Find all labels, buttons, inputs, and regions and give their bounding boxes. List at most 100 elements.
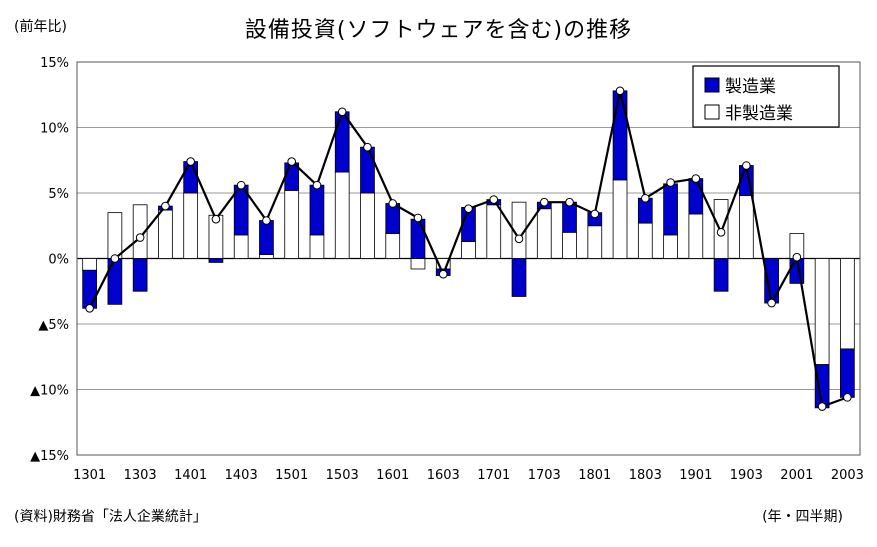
bar-manufacturing xyxy=(385,203,401,235)
legend-swatch xyxy=(704,77,720,93)
bar-manufacturing xyxy=(663,183,678,236)
total-point xyxy=(489,195,499,204)
bar-non-manufacturing xyxy=(536,208,552,259)
total-point xyxy=(742,161,751,170)
total-point xyxy=(413,213,423,223)
bar-manufacturing xyxy=(410,218,426,259)
total-point xyxy=(85,303,94,313)
bar-manufacturing xyxy=(309,184,325,236)
bar-non-manufacturing xyxy=(82,258,97,271)
y-tick-label: ▲10% xyxy=(30,384,69,399)
total-point xyxy=(666,178,675,187)
bar-non-manufacturing xyxy=(688,213,704,259)
legend-label: 非製造業 xyxy=(725,104,793,124)
bar-manufacturing xyxy=(612,90,628,181)
bar-non-manufacturing xyxy=(284,189,300,259)
x-tick-label: 1703 xyxy=(528,468,561,483)
y-tick-label: 5% xyxy=(48,187,69,202)
total-point xyxy=(287,157,296,166)
x-tick-label: 1801 xyxy=(578,468,611,483)
bar-non-manufacturing xyxy=(637,222,653,259)
bar-non-manufacturing xyxy=(840,258,855,350)
period-label: (年・四半期) xyxy=(762,509,843,525)
bar-manufacturing xyxy=(562,201,577,233)
total-point xyxy=(843,393,852,402)
bar-manufacturing xyxy=(713,258,729,292)
x-tick-label: 1303 xyxy=(124,468,157,483)
bar-non-manufacturing xyxy=(814,258,830,366)
total-point xyxy=(236,180,246,190)
total-point xyxy=(691,174,701,183)
bar-manufacturing xyxy=(334,111,350,173)
bar-non-manufacturing xyxy=(233,234,249,259)
bar-manufacturing xyxy=(82,269,97,309)
bar-manufacturing xyxy=(208,258,224,263)
legend-swatch xyxy=(704,104,720,120)
bar-manufacturing xyxy=(132,258,148,292)
x-tick-label: 2001 xyxy=(780,468,813,483)
total-point xyxy=(590,209,600,219)
total-point xyxy=(110,254,120,263)
bar-non-manufacturing xyxy=(410,258,426,270)
plot-frame xyxy=(76,61,861,456)
total-point xyxy=(312,180,322,190)
total-point xyxy=(641,193,650,203)
x-tick-label: 1803 xyxy=(629,468,662,483)
bar-non-manufacturing xyxy=(158,209,173,259)
x-tick-label: 1701 xyxy=(477,468,510,483)
bar-non-manufacturing xyxy=(587,225,603,259)
total-point xyxy=(565,197,574,207)
total-point xyxy=(615,86,625,96)
total-point xyxy=(817,402,827,411)
total-point xyxy=(161,201,170,211)
total-point xyxy=(767,298,776,308)
bar-non-manufacturing xyxy=(486,204,502,259)
total-point xyxy=(135,233,145,242)
axes: 15% 10% 5% 0% ▲5% ▲10% ▲15% 1301 1303 1401 1403 150… xyxy=(30,56,864,483)
x-tick-label: 2003 xyxy=(831,468,864,483)
x-tick-label: 1401 xyxy=(174,468,207,483)
y-tick-label: ▲15% xyxy=(30,449,69,464)
legend-label: 製造業 xyxy=(725,77,776,97)
x-tick-label: 1603 xyxy=(427,468,460,483)
total-point xyxy=(186,157,195,166)
total-point xyxy=(438,269,448,279)
bar-non-manufacturing xyxy=(107,212,123,259)
total-point xyxy=(262,216,271,225)
total-point xyxy=(211,214,221,224)
bar-manufacturing xyxy=(183,161,199,194)
source-note: (資料)財務省「法人企業統計」 xyxy=(14,509,207,525)
bar-non-manufacturing xyxy=(738,195,754,259)
y-tick-label: 15% xyxy=(40,56,69,71)
bar-non-manufacturing xyxy=(259,254,274,259)
x-tick-label: 1601 xyxy=(376,468,409,483)
bar-non-manufacturing xyxy=(461,241,476,259)
bar-non-manufacturing xyxy=(385,233,401,259)
bar-manufacturing xyxy=(360,146,375,194)
bar-manufacturing xyxy=(511,258,527,297)
total-point xyxy=(464,204,473,214)
bar-manufacturing xyxy=(259,220,274,255)
total-point xyxy=(363,142,372,152)
bars xyxy=(82,90,855,409)
bar-manufacturing xyxy=(107,258,123,305)
x-tick-label: 1503 xyxy=(326,468,359,483)
y-tick-label: 0% xyxy=(48,253,69,268)
bar-non-manufacturing xyxy=(562,231,577,259)
bar-non-manufacturing xyxy=(612,179,628,259)
bar-manufacturing xyxy=(688,178,704,215)
total-point xyxy=(792,252,802,262)
x-tick-label: 1403 xyxy=(225,468,258,483)
total-point xyxy=(514,234,524,244)
bar-manufacturing xyxy=(840,348,855,398)
unit-label: (前年比) xyxy=(14,19,67,35)
bar-non-manufacturing xyxy=(183,192,199,259)
total-line-layer xyxy=(85,86,852,411)
x-tick-label: 1903 xyxy=(730,468,763,483)
bar-non-manufacturing xyxy=(663,234,678,259)
page-title: 設備投資(ソフトウェアを含む)の推移 xyxy=(244,18,633,43)
total-point xyxy=(337,107,347,117)
bar-non-manufacturing xyxy=(309,234,325,259)
